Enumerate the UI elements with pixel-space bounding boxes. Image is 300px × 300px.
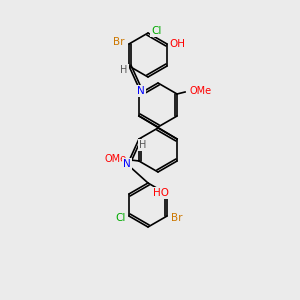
Text: Cl: Cl [151, 26, 161, 36]
Text: H: H [120, 65, 128, 75]
Text: N: N [123, 159, 131, 169]
Text: Cl: Cl [116, 213, 126, 223]
Text: Br: Br [113, 37, 125, 47]
Text: OMe: OMe [189, 86, 211, 96]
Text: H: H [139, 140, 147, 150]
Text: N: N [137, 86, 145, 96]
Text: OMe: OMe [105, 154, 127, 164]
Text: Br: Br [171, 213, 183, 223]
Text: OH: OH [169, 39, 185, 49]
Text: HO: HO [153, 188, 169, 198]
